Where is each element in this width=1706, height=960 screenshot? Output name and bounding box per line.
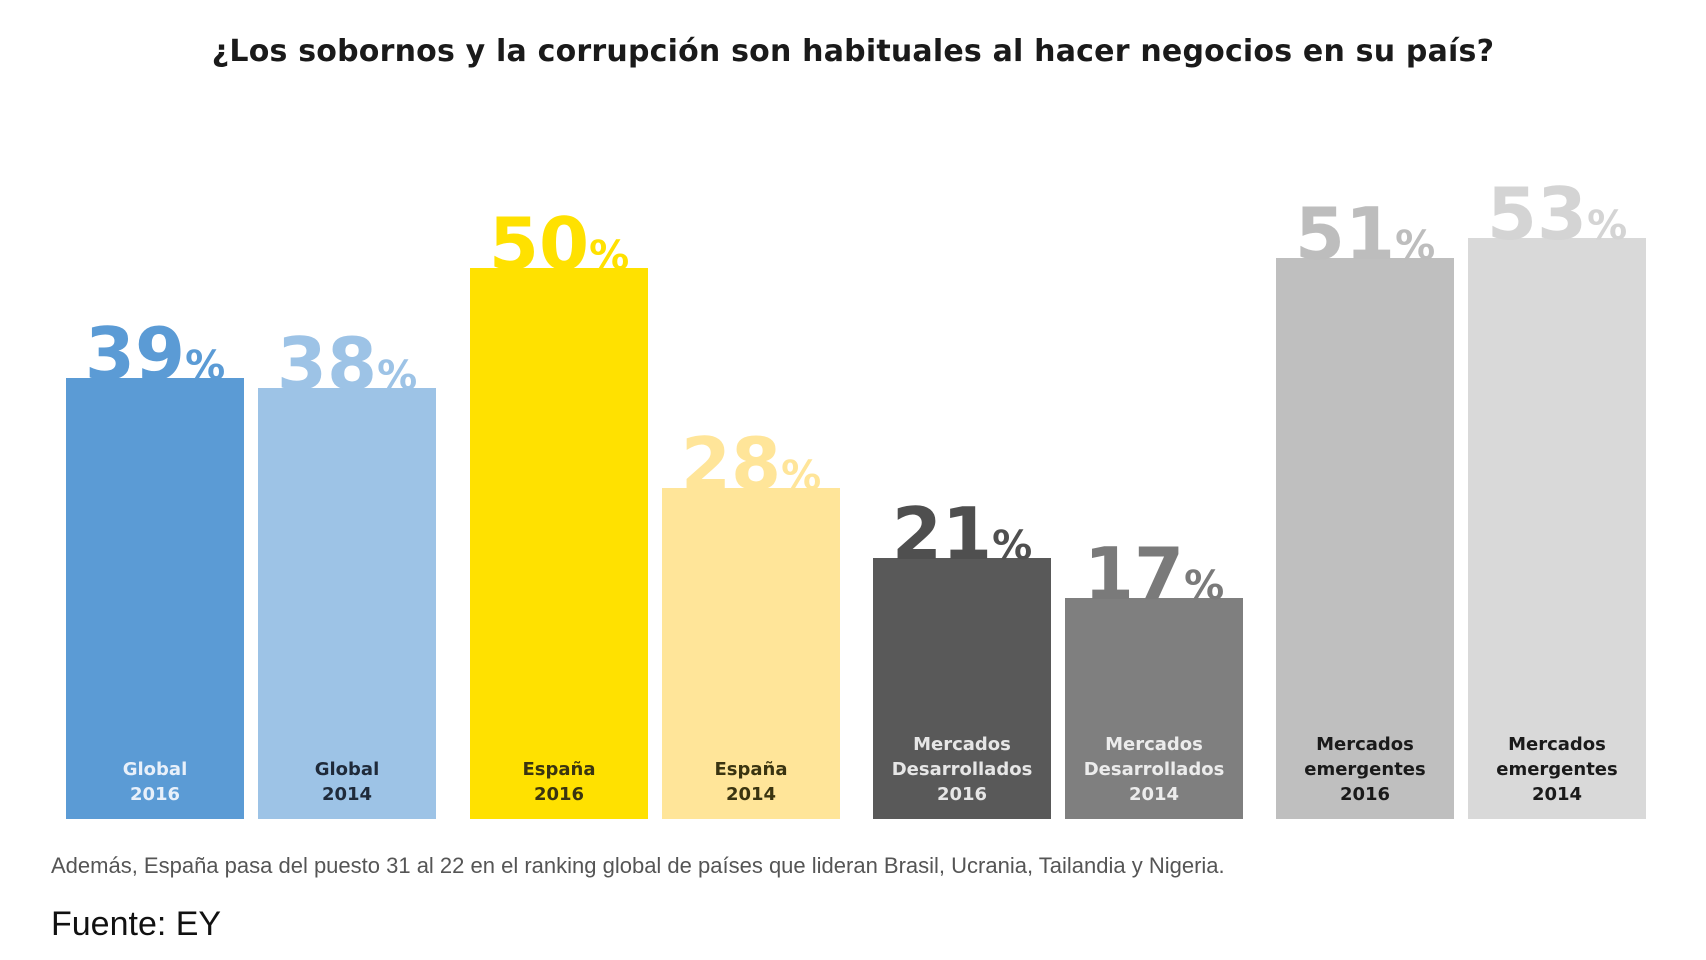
bar-1 [258,388,436,819]
category-label-line: emergentes [1304,759,1426,780]
category-label-line: Desarrollados [891,759,1033,780]
category-label-line: 2014 [1531,784,1583,805]
category-label: Mercados Desarrollados 2014 [1065,732,1243,807]
source-label: Fuente: EY [51,905,222,943]
category-label: Mercados emergentes 2014 [1468,732,1646,807]
category-label-line: emergentes [1496,759,1618,780]
value-number: 38 [276,322,378,406]
category-label-line: Mercados [1316,734,1414,755]
category-label-line: España [522,759,596,780]
value-label: 53% [1468,178,1646,250]
bar-5 [1065,598,1243,819]
value-label: 50% [470,208,648,280]
category-label-line: 2016 [129,784,181,805]
value-suffix: % [185,343,226,389]
footnote: Además, España pasa del puesto 31 al 22 … [51,853,1225,878]
value-suffix: % [377,353,418,399]
value-suffix: % [781,453,822,499]
value-number: 17 [1083,532,1185,616]
value-label: 28% [662,428,840,500]
category-label-line: 2016 [1339,784,1391,805]
category-label-line: España [714,759,788,780]
value-suffix: % [1395,223,1436,269]
value-number: 51 [1294,192,1396,276]
category-label: Global 2016 [66,757,244,807]
category-label-line: 2016 [936,784,988,805]
bar-4 [873,558,1051,819]
category-label-line: 2014 [321,784,373,805]
bar-3 [662,488,840,819]
value-number: 50 [488,202,590,286]
value-number: 21 [891,492,993,576]
value-number: 53 [1486,172,1588,256]
value-label: 39% [66,318,244,390]
category-label: Mercados emergentes 2016 [1276,732,1454,807]
value-suffix: % [992,523,1033,569]
bar-2 [470,268,648,819]
value-label: 17% [1065,538,1243,610]
category-label-line: Desarrollados [1083,759,1225,780]
category-label-line: Global [314,759,380,780]
category-label: España 2016 [470,757,648,807]
bar-7 [1468,238,1646,819]
category-label-line: 2016 [533,784,585,805]
bar-6 [1276,258,1454,819]
category-label-line: Mercados [1105,734,1203,755]
value-suffix: % [589,233,630,279]
category-label-line: Mercados [1508,734,1606,755]
chart-title: ¿Los sobornos y la corrupción son habitu… [211,34,1495,69]
value-label: 51% [1276,198,1454,270]
category-label-line: Global [122,759,188,780]
category-label-line: 2014 [1128,784,1180,805]
value-label: 38% [258,328,436,400]
value-suffix: % [1587,203,1628,249]
value-suffix: % [1184,563,1225,609]
bar-chart: 39% Global 2016 38% Global 2014 50% España 2016 2… [66,178,1646,819]
value-number: 39 [84,312,186,396]
bar-0 [66,378,244,819]
category-label: Mercados Desarrollados 2016 [873,732,1051,807]
value-number: 28 [680,422,782,506]
value-label: 21% [873,498,1051,570]
category-label-line: Mercados [913,734,1011,755]
category-label: Global 2014 [258,757,436,807]
category-label: España 2014 [662,757,840,807]
category-label-line: 2014 [725,784,777,805]
